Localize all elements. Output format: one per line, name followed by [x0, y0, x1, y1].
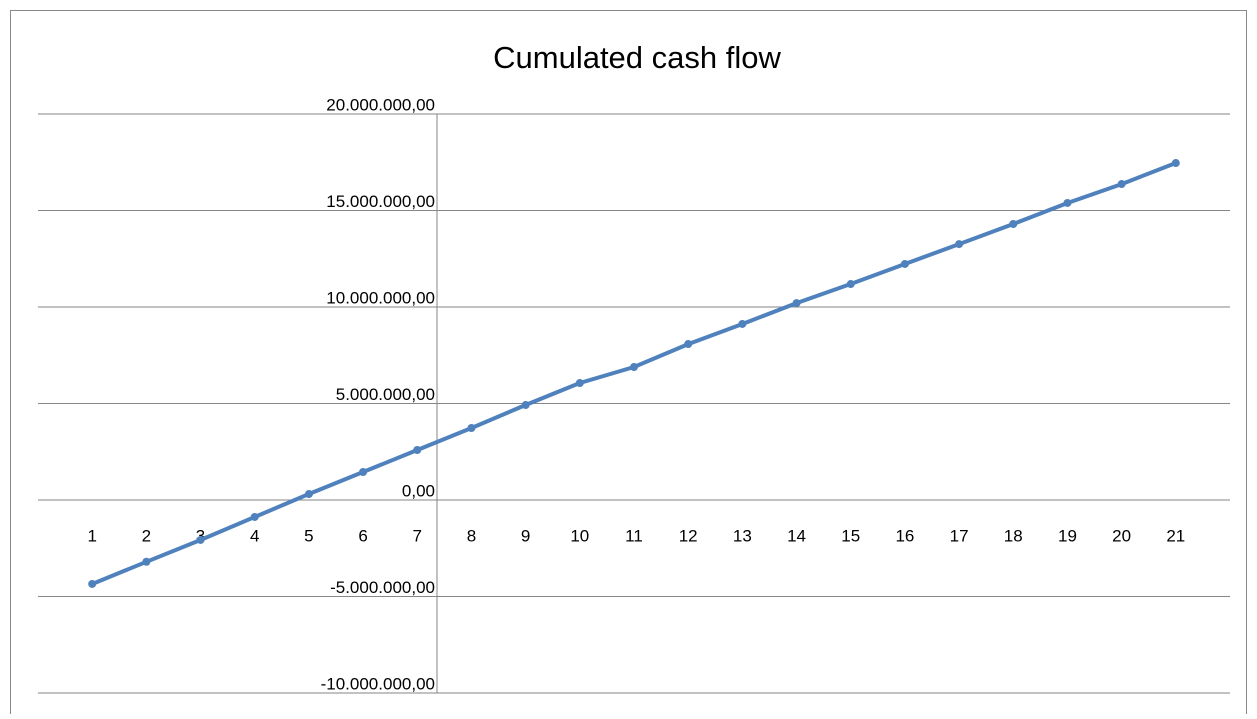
x-tick-label: 14: [787, 526, 806, 545]
chart-title: Cumulated cash flow: [493, 40, 781, 75]
point-marker: [467, 424, 476, 433]
y-tick-label: 15.000.000,00: [326, 192, 435, 211]
x-tick-label: 19: [1058, 526, 1077, 545]
point-marker: [1117, 180, 1126, 189]
x-tick-label: 20: [1112, 526, 1131, 545]
x-tick-label: 2: [142, 526, 151, 545]
x-tick-label: 13: [733, 526, 752, 545]
point-marker: [792, 299, 801, 308]
x-tick-label: 6: [358, 526, 367, 545]
x-tick-label: 5: [304, 526, 313, 545]
y-tick-label: -5.000.000,00: [330, 578, 435, 597]
x-tick-label: 9: [521, 526, 530, 545]
x-tick-label: 16: [895, 526, 914, 545]
y-tick-label: 10.000.000,00: [326, 288, 435, 307]
point-marker: [413, 446, 422, 455]
x-tick-label: 18: [1004, 526, 1023, 545]
y-tick-label: -10.000.000,00: [321, 674, 435, 693]
x-tick-label: 15: [841, 526, 860, 545]
point-marker: [846, 280, 855, 289]
x-tick-label: 7: [413, 526, 422, 545]
y-tick-label: 0,00: [402, 481, 435, 500]
point-marker: [900, 259, 909, 268]
y-tick-label: 5.000.000,00: [336, 385, 435, 404]
point-marker: [1009, 220, 1018, 229]
point-marker: [521, 401, 530, 410]
point-marker: [575, 379, 584, 388]
x-tick-label: 10: [570, 526, 589, 545]
x-tick-label: 12: [679, 526, 698, 545]
point-marker: [196, 535, 205, 544]
x-tick-label: 11: [625, 526, 643, 545]
chart-border: [10, 10, 1247, 719]
point-marker: [1063, 198, 1072, 207]
point-marker: [1171, 159, 1180, 168]
point-marker: [359, 468, 368, 477]
point-marker: [304, 490, 313, 499]
point-marker: [630, 363, 638, 372]
point-marker: [955, 240, 964, 249]
x-tick-label: 4: [250, 526, 259, 545]
point-marker: [684, 340, 693, 349]
y-tick-label: 20.000.000,00: [326, 95, 435, 114]
x-tick-label: 1: [87, 526, 96, 545]
point-marker: [88, 579, 97, 588]
x-tick-label: 8: [467, 526, 476, 545]
x-tick-label: 17: [950, 526, 969, 545]
point-marker: [738, 319, 747, 328]
x-tick-label: 21: [1166, 526, 1185, 545]
point-marker: [142, 557, 151, 566]
point-marker: [250, 512, 259, 521]
